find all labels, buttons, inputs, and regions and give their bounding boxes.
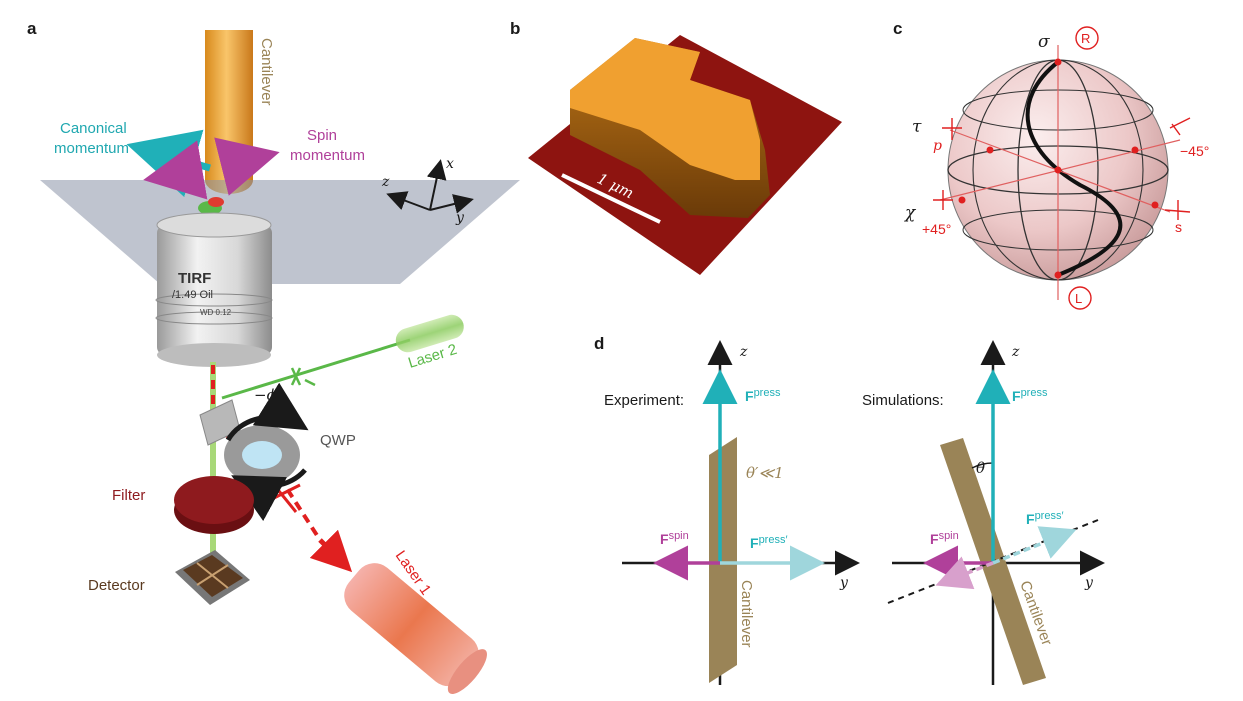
qwp-label: QWP xyxy=(320,432,356,449)
axis-x-label: x xyxy=(446,156,454,172)
canonical-label-1: Canonical xyxy=(60,120,127,137)
panel-letter-d: d xyxy=(594,334,604,353)
canonical-momentum-arrow xyxy=(126,129,211,198)
fpress-label-left: Fpress xyxy=(745,387,781,404)
panel-letter-c: c xyxy=(893,19,902,38)
objective-lens xyxy=(155,212,273,367)
filter-label: Filter xyxy=(112,487,145,504)
y-label-left: y xyxy=(839,575,849,591)
panel-b: b 1 μm xyxy=(510,19,842,275)
L-circle-icon xyxy=(1068,286,1092,310)
fpress-prime-arrow-right xyxy=(992,526,1077,565)
panel-a: a Cantilever Canonical momentum Spin mom… xyxy=(27,19,520,694)
afm-flake-top xyxy=(570,38,760,180)
z-label-left: z xyxy=(739,344,748,360)
detector-label: Detector xyxy=(88,577,145,594)
y-label-right: y xyxy=(1084,575,1094,591)
spin-label-1: Spin xyxy=(307,127,337,144)
theta-prime-label: θ′≪1 xyxy=(746,464,784,482)
panel-d-experiment: Experiment: z y Fpress Fspin Fpress′ θ′≪… xyxy=(604,340,860,685)
panel-d: d Experiment: z y Fpress Fspin Fpress′ θ… xyxy=(594,334,1105,685)
spin-momentum-arrow-left xyxy=(143,140,208,200)
cantilever-left xyxy=(709,437,737,683)
qwp-disc xyxy=(224,425,300,485)
plus45-label: +45° xyxy=(922,221,951,237)
scale-bar xyxy=(561,173,661,224)
spin-label-2: momentum xyxy=(290,147,365,164)
spin-momentum-arrow-right xyxy=(214,137,280,196)
objective-text-3: WD 0.12 xyxy=(200,308,232,317)
sigma-label: σ xyxy=(1038,32,1050,52)
z-label-right: z xyxy=(1011,344,1020,360)
sphere-points xyxy=(958,58,1159,279)
fspin-label-right: Fspin xyxy=(930,530,959,547)
fpress-label-right: Fpress xyxy=(1012,387,1048,404)
axis-z-label: z xyxy=(381,174,390,190)
detector xyxy=(175,550,250,605)
objective-text-2: /1.49 Oil xyxy=(172,289,213,301)
axis-y-label: y xyxy=(455,210,465,226)
qwp-rotation-arrow-bottom xyxy=(231,468,307,522)
R-circle-icon xyxy=(1075,26,1099,50)
p-label: p xyxy=(933,138,942,154)
polarization-trajectory xyxy=(1025,60,1123,277)
polarization-crosses xyxy=(933,117,1191,220)
simulations-title: Simulations: xyxy=(862,392,944,409)
s-label: s xyxy=(1175,219,1182,235)
fpress-prime-label-right: Fpress′ xyxy=(1026,510,1064,527)
objective-text-1: TIRF xyxy=(178,270,211,287)
cantilever-label-left: Cantilever xyxy=(738,580,755,648)
cantilever-label: Cantilever xyxy=(258,38,275,106)
cantilever-rod xyxy=(205,30,253,194)
green-polarization-marks xyxy=(290,367,316,387)
fspin-label-left: Fspin xyxy=(660,530,689,547)
qwp-rotation-arrow-top xyxy=(225,382,309,442)
tau-label: τ xyxy=(912,117,922,137)
laser1-body xyxy=(344,563,487,694)
filter-disc xyxy=(174,476,254,534)
canonical-label-2: momentum xyxy=(54,140,129,157)
panel-c: c σ τ χ p s −45° +45° R L xyxy=(893,19,1209,310)
laser1-arrow xyxy=(309,529,353,573)
panel-d-simulations: Simulations: z y Fpress Fspin Fpress′ θ … xyxy=(862,340,1105,685)
L-label: L xyxy=(1075,291,1082,306)
experiment-title: Experiment: xyxy=(604,392,684,409)
phi-label: −ϕ xyxy=(254,386,277,404)
axes-xyz xyxy=(386,159,474,214)
laser2-body xyxy=(395,314,464,353)
red-spot xyxy=(208,197,224,207)
panel-letter-a: a xyxy=(27,19,37,38)
R-label: R xyxy=(1081,31,1090,46)
sample-plane xyxy=(40,180,520,284)
chi-label: χ xyxy=(904,203,917,223)
minus45-label: −45° xyxy=(1180,143,1209,159)
theta-label: θ xyxy=(976,459,985,477)
panel-letter-b: b xyxy=(510,19,520,38)
fpress-prime-label-left: Fpress′ xyxy=(750,534,788,551)
fspin-projection-arrow-right xyxy=(935,556,994,590)
